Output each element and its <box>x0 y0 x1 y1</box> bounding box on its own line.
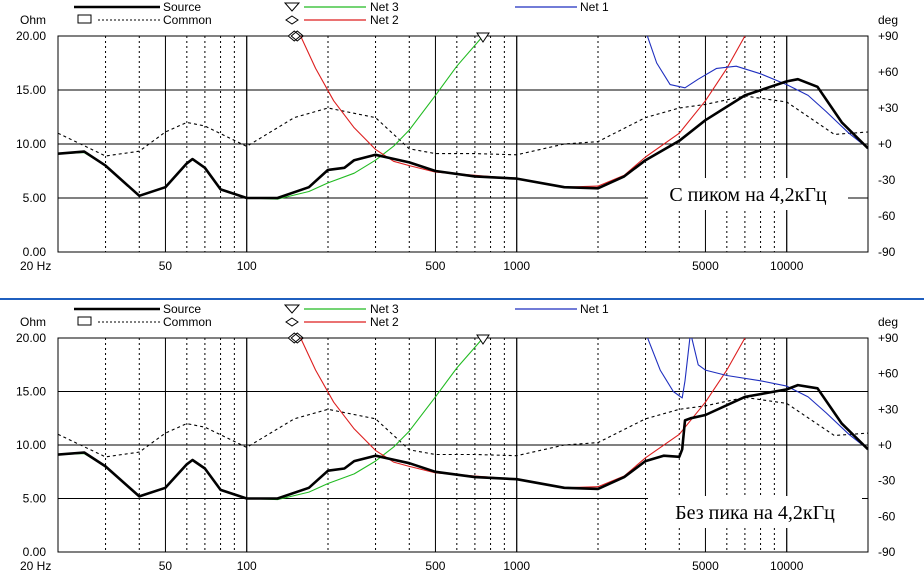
y-tick-label-left: 15.00 <box>16 385 46 399</box>
y-tick-label-right: -60 <box>878 509 896 523</box>
y-tick-label-right: -90 <box>878 245 896 259</box>
x-tick-label: 5000 <box>692 559 719 573</box>
diamond-marker-icon <box>285 15 299 25</box>
chart-caption: С пиком на 4,2кГц <box>669 184 827 206</box>
x-tick-label: 20 Hz <box>20 259 51 273</box>
x-tick-label: 50 <box>159 559 173 573</box>
x-tick-label: 500 <box>425 259 445 273</box>
legend-net1-label: Net 1 <box>580 302 609 316</box>
y-tick-label-right: +60 <box>878 367 899 381</box>
diamond-marker <box>287 332 302 344</box>
diamond-marker <box>287 30 302 42</box>
y-tick-label-right: +90 <box>878 331 899 345</box>
y-tick-label-left: 5.00 <box>23 191 47 205</box>
triangle-marker-icon <box>283 304 301 314</box>
legend-common-label: Common <box>163 13 212 27</box>
diamond-marker <box>290 332 305 344</box>
legend-common-box-icon <box>77 14 92 24</box>
triangle-marker <box>476 334 490 345</box>
y-tick-label-right: -30 <box>878 474 896 488</box>
y-tick-label-right: +30 <box>878 101 899 115</box>
x-tick-label: 100 <box>237 559 257 573</box>
legend-net2-label: Net 2 <box>370 13 399 27</box>
y-tick-label-right: +30 <box>878 402 899 416</box>
series-net2-line <box>299 36 746 188</box>
y-tick-label-left: 10.00 <box>16 137 46 151</box>
legend-net3-label: Net 3 <box>370 302 399 316</box>
x-tick-label: 1000 <box>503 259 530 273</box>
series-group <box>58 36 868 200</box>
y-tick-label-right: -90 <box>878 545 896 559</box>
y-tick-label-left: 20.00 <box>16 29 46 43</box>
y-tick-label-left: 0.00 <box>23 245 47 259</box>
plot-frame <box>57 337 869 553</box>
y-tick-label-left: 0.00 <box>23 545 47 559</box>
x-tick-label: 500 <box>425 559 445 573</box>
series-net3-line <box>58 338 484 501</box>
x-tick-label: 100 <box>237 259 257 273</box>
series-common-line <box>58 396 868 458</box>
y-axis-label-right: deg <box>878 315 898 329</box>
diamond-marker-icon <box>285 317 299 327</box>
caption-background <box>648 178 848 210</box>
y-axis-label-left: Ohm <box>20 13 46 27</box>
caption-background <box>648 496 862 528</box>
series-net1-line <box>646 36 868 149</box>
y-tick-label-right: -30 <box>878 173 896 187</box>
x-tick-label: 50 <box>159 259 173 273</box>
y-tick-label-right: +0 <box>878 137 892 151</box>
series-net3-line <box>58 36 484 200</box>
series-common-line <box>58 95 868 157</box>
legend-common-box-icon <box>77 316 92 326</box>
y-tick-label-left: 10.00 <box>16 438 46 452</box>
plot-frame <box>57 35 869 253</box>
legend-net1-label: Net 1 <box>580 0 609 14</box>
diamond-marker <box>290 30 305 42</box>
legend-source-label: Source <box>163 0 201 14</box>
x-tick-label: 10000 <box>770 559 804 573</box>
x-tick-label: 5000 <box>692 259 719 273</box>
series-source-line <box>58 77 868 200</box>
y-tick-label-right: +0 <box>878 438 892 452</box>
y-tick-label-left: 20.00 <box>16 331 46 345</box>
triangle-marker-icon <box>283 2 301 12</box>
legend-net2-label: Net 2 <box>370 315 399 329</box>
y-tick-label-right: +90 <box>878 29 899 43</box>
legend-common-label: Common <box>163 315 212 329</box>
y-axis-label-right: deg <box>878 13 898 27</box>
x-tick-label: 20 Hz <box>20 559 51 573</box>
series-group <box>58 338 868 501</box>
chart-caption: Без пика на 4,2кГц <box>675 502 835 524</box>
series-source-line <box>58 383 868 500</box>
y-tick-label-right: +60 <box>878 65 899 79</box>
y-axis-label-left: Ohm <box>20 315 46 329</box>
x-tick-label: 10000 <box>770 259 804 273</box>
y-tick-label-left: 5.00 <box>23 492 47 506</box>
triangle-marker <box>476 32 490 43</box>
series-net1-line <box>647 338 868 450</box>
y-tick-label-left: 15.00 <box>16 83 46 97</box>
y-tick-label-right: -60 <box>878 209 896 223</box>
legend-source-label: Source <box>163 302 201 316</box>
series-net2-line <box>300 338 746 489</box>
legend-net3-label: Net 3 <box>370 0 399 14</box>
x-tick-label: 1000 <box>503 559 530 573</box>
